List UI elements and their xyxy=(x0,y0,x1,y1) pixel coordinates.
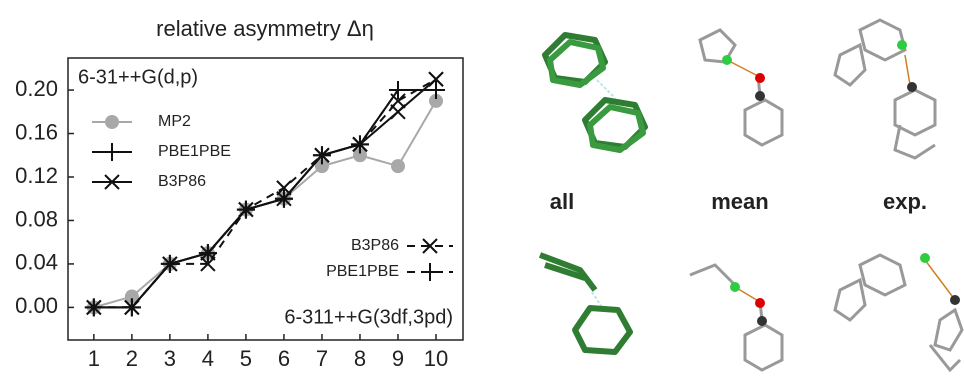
y-tick-label: 0.12 xyxy=(15,163,58,188)
x-tick-label: 4 xyxy=(202,346,214,371)
chart-title: relative asymmetry Δη xyxy=(156,16,374,41)
molecule-all-top xyxy=(545,35,645,150)
x-tick-label: 5 xyxy=(240,346,252,371)
legend-label: PBE1PBE xyxy=(158,143,231,160)
x-tick-label: 3 xyxy=(164,346,176,371)
legend-marker xyxy=(421,263,439,281)
panel-label: exp. xyxy=(883,189,927,214)
point xyxy=(391,159,405,173)
x-tick-label: 6 xyxy=(278,346,290,371)
legend-marker xyxy=(105,115,119,129)
panel-label: all xyxy=(550,189,574,214)
y-tick-label: 0.08 xyxy=(15,206,58,231)
legend-title: 6-311++G(3df,3pd) xyxy=(284,306,453,328)
legend-title: 6-31++G(d,p) xyxy=(78,66,198,88)
x-tick-label: 9 xyxy=(392,346,404,371)
x-tick-label: 2 xyxy=(126,346,138,371)
y-tick-label: 0.16 xyxy=(15,119,58,144)
y-tick-label: 0.04 xyxy=(15,250,58,275)
x-tick-label: 8 xyxy=(354,346,366,371)
x-tick-label: 1 xyxy=(88,346,100,371)
molecule-all-bottom xyxy=(540,255,630,352)
molecule-exp-top xyxy=(835,20,935,158)
page: {"chart_data": {"type": "line", "title":… xyxy=(0,0,964,381)
molecule-mean-bottom xyxy=(690,265,782,370)
y-tick-label: 0.20 xyxy=(15,76,58,101)
molecule-exp-bottom xyxy=(835,253,962,370)
molecule-mean-top xyxy=(700,30,782,145)
y-tick-label: 0.00 xyxy=(15,293,58,318)
x-tick-label: 10 xyxy=(424,346,448,371)
legend-label: B3P86 xyxy=(158,173,206,190)
figure: relative asymmetry Δη xyxy=(0,0,964,381)
legend-label: PBE1PBE xyxy=(326,263,399,280)
x-tick-label: 7 xyxy=(316,346,328,371)
legend-label: B3P86 xyxy=(351,237,399,254)
legend-marker xyxy=(103,143,121,161)
legend-label: MP2 xyxy=(158,113,191,130)
panel-label: mean xyxy=(711,189,768,214)
